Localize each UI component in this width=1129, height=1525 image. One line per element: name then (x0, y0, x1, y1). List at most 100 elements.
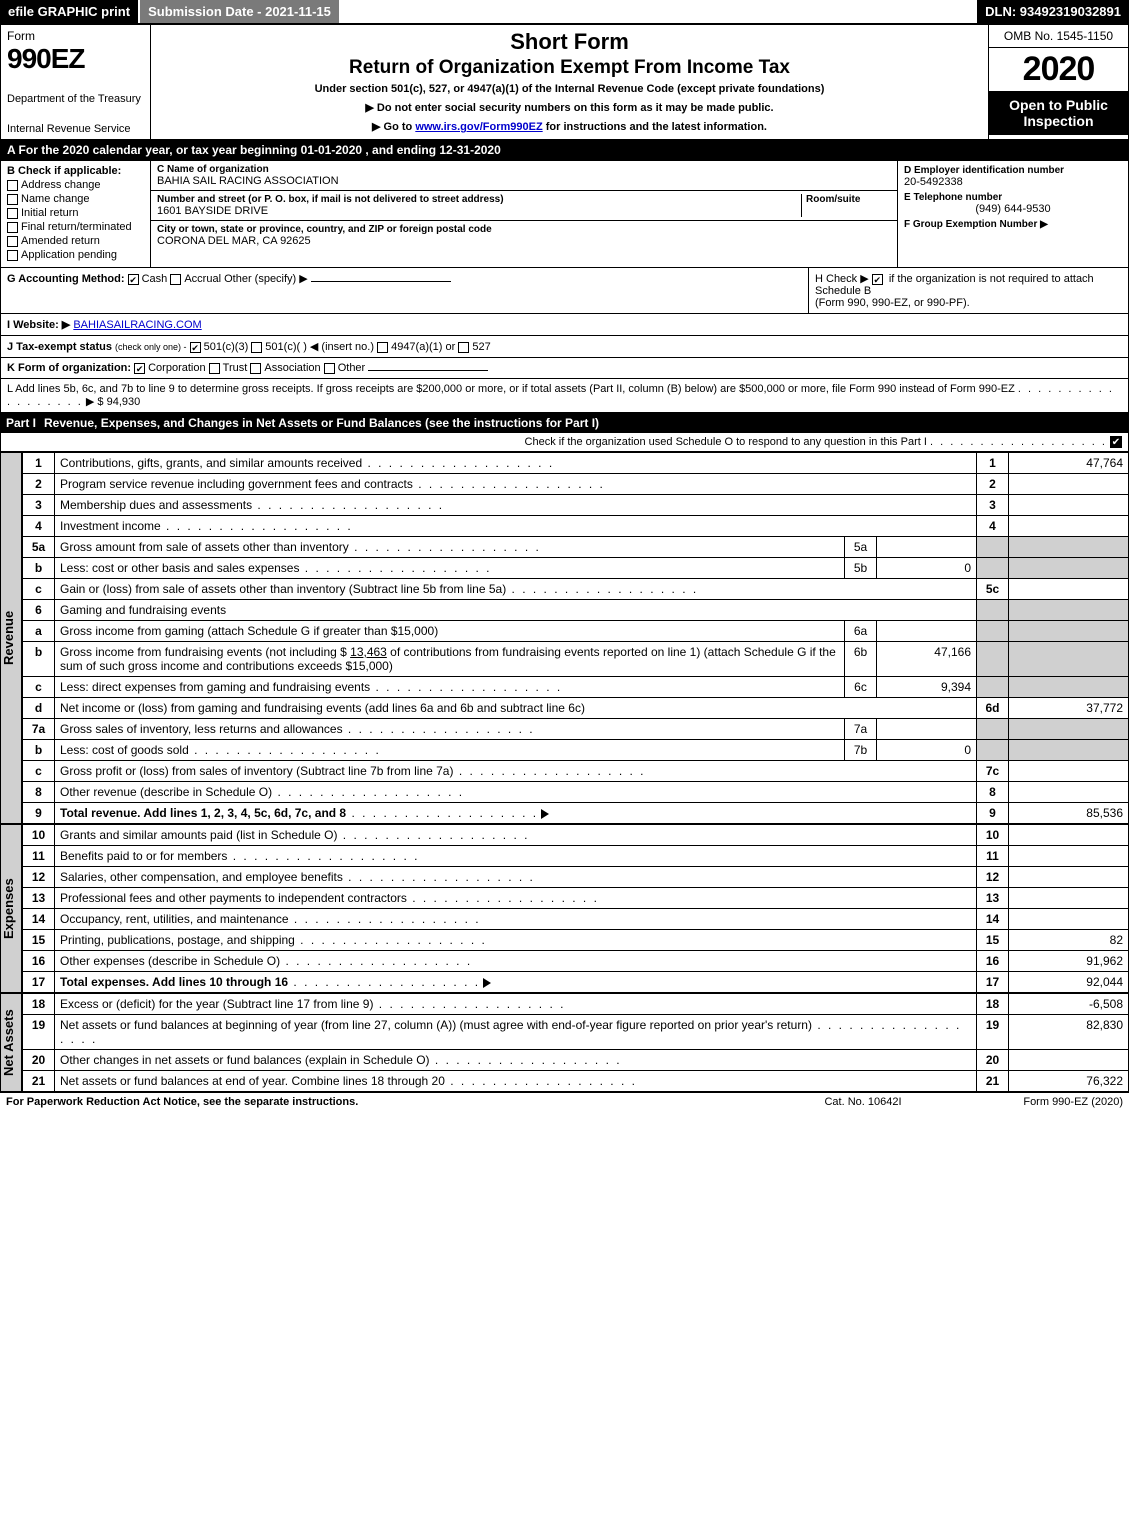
cb-other[interactable] (324, 363, 335, 374)
line-5a-boxval (877, 537, 977, 558)
line-18-val: -6,508 (1009, 994, 1129, 1015)
f-group-label: F Group Exemption Number ▶ (904, 219, 1122, 230)
line-5c-val (1009, 579, 1129, 600)
cb-name-change[interactable] (7, 194, 18, 205)
line-5b-box: 5b (845, 558, 877, 579)
revenue-side-label: Revenue (0, 452, 22, 824)
cb-application-pending[interactable] (7, 250, 18, 261)
cb-h[interactable] (872, 274, 883, 285)
line-12-desc: Salaries, other compensation, and employ… (60, 870, 343, 884)
arrow-icon (541, 809, 549, 819)
header-center: Short Form Return of Organization Exempt… (151, 25, 988, 139)
line-20-val (1009, 1050, 1129, 1071)
line-8-val (1009, 782, 1129, 803)
form-header: Form 990EZ Department of the Treasury In… (0, 24, 1129, 140)
org-city: CORONA DEL MAR, CA 92625 (157, 235, 891, 247)
dln: DLN: 93492319032891 (977, 0, 1129, 23)
footer-right: Form 990-EZ (2020) (943, 1096, 1123, 1108)
note2-pre: ▶ Go to (372, 121, 415, 133)
section-c: C Name of organization BAHIA SAIL RACING… (151, 161, 898, 267)
line-6c-box: 6c (845, 677, 877, 698)
j-opt1: 501(c)(3) (204, 341, 249, 353)
line-9-val: 85,536 (1009, 803, 1129, 824)
line-19-val: 82,830 (1009, 1015, 1129, 1050)
h-text1: H Check ▶ (815, 273, 869, 285)
line-7c-val (1009, 761, 1129, 782)
line-6b-box: 6b (845, 642, 877, 677)
b-item-1: Name change (21, 193, 90, 205)
line-2-val (1009, 474, 1129, 495)
line-7a-boxval (877, 719, 977, 740)
line-6a-box: 6a (845, 621, 877, 642)
part-1-title: Revenue, Expenses, and Changes in Net As… (44, 416, 1123, 430)
j-label: J Tax-exempt status (7, 341, 112, 353)
section-g: G Accounting Method: Cash Accrual Other … (1, 268, 808, 313)
b-label: B Check if applicable: (7, 165, 144, 177)
cb-assoc[interactable] (250, 363, 261, 374)
telephone: (949) 644-9530 (904, 203, 1122, 215)
part-1-label: Part I (6, 416, 44, 430)
part-1-check-row: Check if the organization used Schedule … (0, 433, 1129, 452)
cb-trust[interactable] (209, 363, 220, 374)
line-6b-boxval: 47,166 (877, 642, 977, 677)
irs-link[interactable]: www.irs.gov/Form990EZ (415, 121, 542, 133)
tax-year: 2020 (989, 48, 1128, 91)
expenses-section: Expenses 10Grants and similar amounts pa… (0, 824, 1129, 993)
line-17-desc: Total expenses. Add lines 10 through 16 (60, 975, 288, 989)
line-7c-desc: Gross profit or (loss) from sales of inv… (60, 764, 453, 778)
line-8-desc: Other revenue (describe in Schedule O) (60, 785, 272, 799)
cb-cash[interactable] (128, 274, 139, 285)
k-opt-2: Association (264, 362, 320, 374)
cb-initial-return[interactable] (7, 208, 18, 219)
cb-accrual[interactable] (170, 274, 181, 285)
header-right: OMB No. 1545-1150 2020 Open to Public In… (988, 25, 1128, 139)
cb-corp[interactable] (134, 363, 145, 374)
g-accrual: Accrual (184, 273, 221, 285)
arrow-icon (483, 978, 491, 988)
line-13-val (1009, 888, 1129, 909)
line-17-val: 92,044 (1009, 972, 1129, 993)
header-left: Form 990EZ Department of the Treasury In… (1, 25, 151, 139)
line-20-desc: Other changes in net assets or fund bala… (60, 1053, 430, 1067)
cb-527[interactable] (458, 342, 469, 353)
c-room-label: Room/suite (806, 194, 891, 205)
section-l: L Add lines 5b, 6c, and 7b to line 9 to … (0, 379, 1129, 413)
top-bar: efile GRAPHIC print Submission Date - 20… (0, 0, 1129, 24)
cb-501c3[interactable] (190, 342, 201, 353)
l-arrow: ▶ $ (86, 396, 104, 408)
h-text3: (Form 990, 990-EZ, or 990-PF). (815, 297, 970, 309)
section-d: D Employer identification number 20-5492… (898, 161, 1128, 267)
line-5b-boxval: 0 (877, 558, 977, 579)
form-label: Form (7, 29, 144, 43)
footer-cat: Cat. No. 10642I (783, 1096, 943, 1108)
efile-label[interactable]: efile GRAPHIC print (0, 0, 138, 23)
line-4-desc: Investment income (60, 519, 161, 533)
line-7b-desc: Less: cost of goods sold (60, 743, 189, 757)
cb-final-return[interactable] (7, 222, 18, 233)
footer-left: For Paperwork Reduction Act Notice, see … (6, 1096, 783, 1108)
cb-501c[interactable] (251, 342, 262, 353)
org-name: BAHIA SAIL RACING ASSOCIATION (157, 175, 891, 187)
line-21-desc: Net assets or fund balances at end of ye… (60, 1074, 445, 1088)
info-block: B Check if applicable: Address change Na… (0, 161, 1129, 268)
netassets-section: Net Assets 18Excess or (deficit) for the… (0, 993, 1129, 1092)
part-1-checkbox[interactable]: ✔ (1110, 436, 1122, 448)
line-7a-desc: Gross sales of inventory, less returns a… (60, 722, 343, 736)
line-6d-val: 37,772 (1009, 698, 1129, 719)
revenue-section: Revenue 1Contributions, gifts, grants, a… (0, 452, 1129, 824)
cb-address-change[interactable] (7, 180, 18, 191)
g-label: G Accounting Method: (7, 273, 125, 285)
cb-amended-return[interactable] (7, 236, 18, 247)
l-text: L Add lines 5b, 6c, and 7b to line 9 to … (7, 383, 1015, 395)
line-14-desc: Occupancy, rent, utilities, and maintena… (60, 912, 289, 926)
g-cash: Cash (142, 273, 168, 285)
c-street-label: Number and street (or P. O. box, if mail… (157, 194, 801, 205)
cb-4947[interactable] (377, 342, 388, 353)
expenses-side-label: Expenses (0, 824, 22, 993)
header-note-1: ▶ Do not enter social security numbers o… (159, 101, 980, 114)
line-18-desc: Excess or (deficit) for the year (Subtra… (60, 997, 373, 1011)
line-16-desc: Other expenses (describe in Schedule O) (60, 954, 280, 968)
line-15-val: 82 (1009, 930, 1129, 951)
line-2-desc: Program service revenue including govern… (60, 477, 413, 491)
website-link[interactable]: BAHIASAILRACING.COM (73, 319, 201, 331)
